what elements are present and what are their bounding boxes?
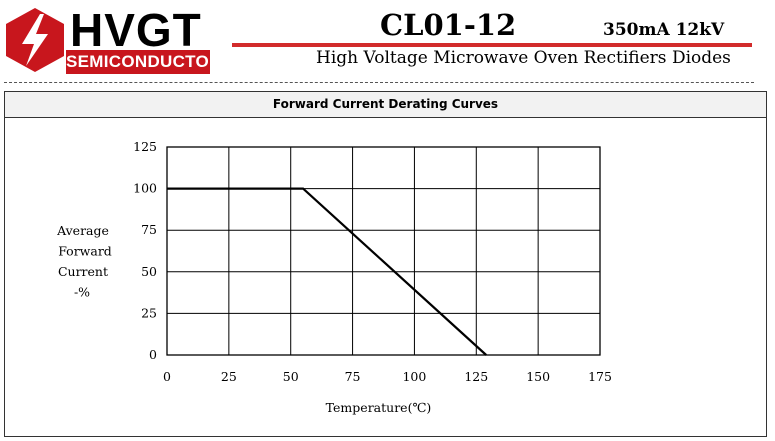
- rating-label: 350mA 12kV: [603, 20, 725, 40]
- x-tick-label: 100: [402, 369, 426, 384]
- y-tick-label: 125: [133, 139, 157, 154]
- y-tick-label: 100: [133, 181, 157, 196]
- brand-logo: HVGT SEMICONDUCTOR: [4, 4, 221, 76]
- y-tick-label: 50: [141, 264, 157, 279]
- product-description: High Voltage Microwave Oven Rectifiers D…: [316, 48, 731, 68]
- x-tick-label: 0: [163, 369, 171, 384]
- y-axis-label-line: -%: [74, 285, 90, 300]
- chart-title: Forward Current Derating Curves: [5, 92, 766, 118]
- derating-curve: [167, 187, 487, 356]
- x-tick-label: 150: [526, 369, 550, 384]
- chart-panel: Forward Current Derating Curves: [4, 91, 767, 437]
- y-tick-label: 25: [141, 305, 157, 320]
- dashed-separator: [4, 82, 754, 83]
- y-axis-label-line: Forward: [58, 244, 112, 259]
- x-tick-label: 175: [588, 369, 612, 384]
- brand-subtitle: SEMICONDUCTOR: [66, 50, 221, 74]
- x-tick-label: 75: [345, 369, 361, 384]
- y-axis-label-line: Current: [58, 264, 108, 279]
- x-tick-label: 25: [221, 369, 237, 384]
- x-tick-label: 125: [464, 369, 488, 384]
- x-tick-label: 50: [283, 369, 299, 384]
- header-divider: [232, 43, 752, 47]
- part-number: CL01-12: [380, 8, 517, 42]
- y-axis-label-line: Average: [56, 223, 109, 238]
- plot-area: [166, 146, 601, 356]
- brand-name: HVGT: [70, 4, 202, 56]
- y-tick-label: 75: [141, 222, 157, 237]
- y-tick-label: 0: [149, 347, 157, 362]
- x-axis-label: Temperature(℃): [326, 400, 432, 415]
- lightning-bolt-logo-icon: [6, 8, 64, 72]
